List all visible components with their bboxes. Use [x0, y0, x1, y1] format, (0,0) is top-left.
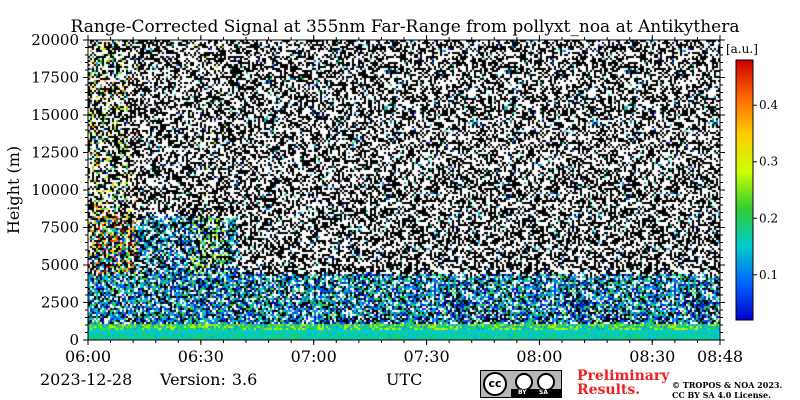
cc-icon: cc — [483, 372, 507, 396]
colorbar-tick-label: 0.3 — [759, 155, 778, 169]
cc-by-label: BY — [518, 389, 527, 396]
x-tick-label: 08:48 — [697, 347, 743, 366]
heatmap-raster — [88, 40, 720, 340]
y-axis-label: Height (m) — [4, 146, 23, 234]
colorbar-tick-label: 0.4 — [759, 98, 778, 112]
y-tick-label: 10000 — [31, 181, 79, 199]
x-tick-label: 08:30 — [629, 347, 675, 366]
y-tick-label: 7500 — [41, 219, 79, 237]
colorbar-label: [a.u.] — [726, 42, 758, 56]
chart-title: Range-Corrected Signal at 355nm Far-Rang… — [70, 17, 740, 37]
y-tick-label: 12500 — [31, 144, 79, 162]
colorbar-tick-label: 0.1 — [759, 268, 778, 282]
preliminary-notice: Preliminary Results. — [577, 369, 669, 397]
version-label: Version: 3.6 — [160, 370, 257, 389]
y-tick-label: 0 — [69, 331, 79, 349]
copyright-line1: © TROPOS & NOA 2023. — [672, 380, 783, 390]
cc-strip — [511, 389, 561, 397]
x-tick-label: 07:00 — [291, 347, 337, 366]
preliminary-line1: Preliminary — [577, 368, 670, 384]
cc-license-badge: cc BY SA — [480, 370, 562, 398]
y-tick-label: 5000 — [41, 256, 79, 274]
copyright-line2: CC BY SA 4.0 License. — [672, 390, 771, 400]
x-tick-label: 08:00 — [516, 347, 562, 366]
y-tick-label: 2500 — [41, 294, 79, 312]
x-tick-label: 07:30 — [404, 347, 450, 366]
version-prefix: Version: — [160, 370, 226, 389]
copyright-notice: © TROPOS & NOA 2023. CC BY SA 4.0 Licens… — [672, 380, 782, 400]
preliminary-line2: Results. — [577, 382, 641, 398]
colorbar-tick-label: 0.2 — [759, 211, 778, 225]
date-label: 2023-12-28 — [40, 370, 133, 389]
y-tick-label: 17500 — [31, 69, 79, 87]
heatmap-canvas — [88, 40, 720, 340]
y-tick-label: 15000 — [31, 106, 79, 124]
x-axis-label: UTC — [386, 370, 423, 389]
colorbar — [735, 59, 754, 321]
y-tick-label: 20000 — [31, 31, 79, 49]
x-tick-label: 06:30 — [178, 347, 224, 366]
x-tick-label: 06:00 — [65, 347, 111, 366]
cc-sa-label: SA — [539, 389, 548, 396]
version-value: 3.6 — [231, 370, 258, 389]
